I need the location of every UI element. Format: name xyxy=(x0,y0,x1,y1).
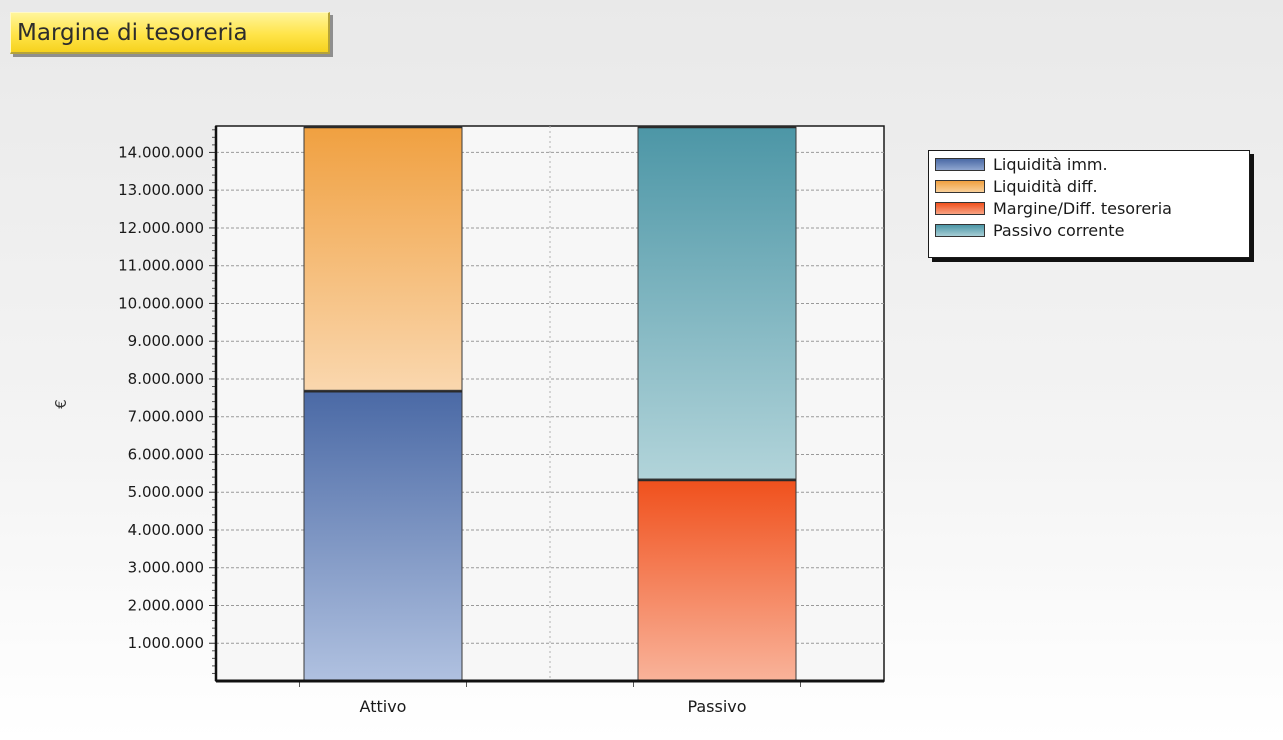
y-tick-label: 7.000.000 xyxy=(128,408,204,426)
legend-item-liquidita-imm: Liquidità imm. xyxy=(935,153,1249,175)
y-tick-label: 3.000.000 xyxy=(128,559,204,577)
legend-label: Margine/Diff. tesoreria xyxy=(993,198,1172,218)
legend-item-passivo-corrente: Passivo corrente xyxy=(935,219,1249,241)
y-tick-label: 12.000.000 xyxy=(118,219,204,237)
legend-label: Passivo corrente xyxy=(993,220,1125,240)
chart-title: Margine di tesoreria xyxy=(10,12,330,54)
legend-swatch xyxy=(935,201,985,215)
y-axis-label: € xyxy=(52,399,70,409)
y-tick-label: 4.000.000 xyxy=(128,521,204,539)
legend-swatch xyxy=(935,157,985,171)
bar-segment xyxy=(303,125,463,391)
y-tick-label: 6.000.000 xyxy=(128,445,204,463)
y-tick-label: 5.000.000 xyxy=(128,483,204,501)
bars xyxy=(303,125,797,682)
bar-segment xyxy=(637,125,797,480)
y-tick-label: 8.000.000 xyxy=(128,370,204,388)
y-tick-label: 1.000.000 xyxy=(128,634,204,652)
y-tick-label: 2.000.000 xyxy=(128,596,204,614)
legend-item-liquidita-diff: Liquidità diff. xyxy=(935,175,1249,197)
bar-segment xyxy=(303,389,463,682)
bar-segment xyxy=(637,478,797,682)
axes: 1.000.000 2.000.000 3.000.000 4.000.000 5.00… xyxy=(118,126,884,716)
y-tick-label: 14.000.000 xyxy=(118,143,204,161)
legend-swatch xyxy=(935,223,985,237)
y-tick-label: 13.000.000 xyxy=(118,181,204,199)
legend-label: Liquidità imm. xyxy=(993,154,1108,174)
x-tick-label: Passivo xyxy=(687,697,746,716)
y-tick-label: 10.000.000 xyxy=(118,294,204,312)
legend-label: Liquidità diff. xyxy=(993,176,1098,196)
x-tick-label: Attivo xyxy=(360,697,407,716)
y-tick-label: 9.000.000 xyxy=(128,332,204,350)
legend-swatch xyxy=(935,179,985,193)
chart-legend: Liquidità imm. Liquidità diff. Margine/D… xyxy=(928,150,1250,258)
legend-item-margine: Margine/Diff. tesoreria xyxy=(935,197,1249,219)
y-tick-label: 11.000.000 xyxy=(118,257,204,275)
